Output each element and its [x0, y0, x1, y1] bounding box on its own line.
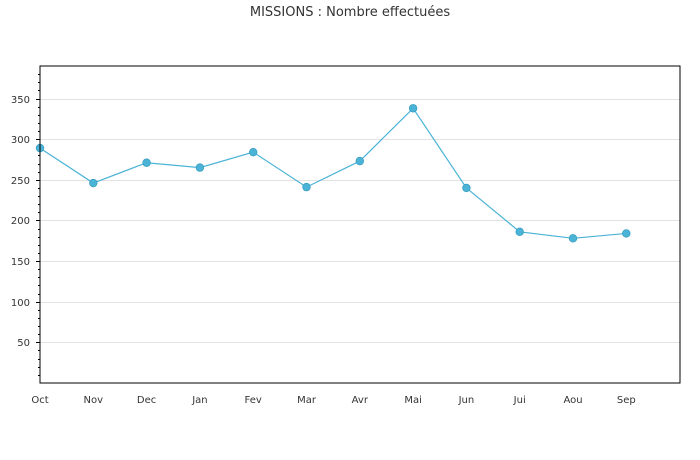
- y-tick-label: 150: [11, 257, 30, 268]
- x-tick-label: Sep: [617, 395, 636, 406]
- y-axis: 50 100 150 200 250 300 350: [11, 74, 40, 376]
- x-tick-label: Fev: [245, 395, 262, 406]
- x-tick-label: Jun: [458, 395, 475, 406]
- x-tick-label: Mar: [297, 395, 317, 406]
- data-point: [515, 227, 524, 237]
- data-point: [248, 147, 258, 157]
- series-group: [35, 104, 631, 243]
- data-point: [142, 158, 151, 167]
- x-tick-label: Nov: [84, 395, 104, 406]
- y-tick-label: 200: [11, 216, 30, 227]
- plot-frame: [39, 65, 681, 384]
- gridlines: [40, 99, 680, 343]
- data-point: [408, 104, 418, 113]
- data-point: [89, 178, 98, 188]
- data-point: [462, 183, 471, 193]
- data-point: [195, 163, 205, 172]
- data-point: [568, 234, 578, 243]
- y-tick-label: 50: [17, 338, 30, 349]
- y-tick-label: 100: [11, 298, 30, 309]
- x-tick-label: Jui: [513, 395, 526, 406]
- chart-title: MISSIONS : Nombre effectuées: [249, 5, 451, 20]
- x-tick-label: Dec: [137, 395, 156, 406]
- x-tick-label: Jan: [191, 395, 207, 406]
- series-line: [39, 107, 627, 239]
- data-point: [355, 156, 364, 166]
- y-tick-label: 300: [11, 135, 30, 146]
- x-tick-label: Avr: [352, 395, 369, 406]
- y-tick-label: 250: [11, 176, 30, 187]
- y-tick-label: 350: [11, 95, 30, 106]
- data-point: [302, 182, 311, 192]
- x-tick-label: Mai: [404, 395, 422, 406]
- x-tick-label: Oct: [31, 395, 48, 406]
- x-axis: Oct Nov Dec Jan Fev Mar Avr Mai Jun Jui Aou Sep: [31, 395, 635, 406]
- data-point: [622, 229, 631, 238]
- x-tick-label: Aou: [563, 395, 582, 406]
